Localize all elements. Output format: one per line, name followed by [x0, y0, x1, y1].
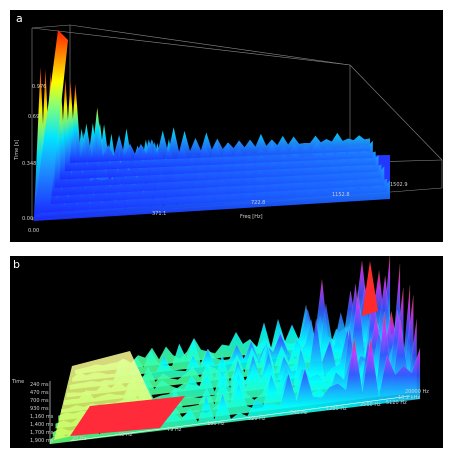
spectrogram-3d-a: Freq [Hz] Time [s] 0.00 371.1 722.8 1152…	[14, 24, 443, 234]
x-tick-b3: 160 Hz	[207, 421, 225, 427]
axis-line	[31, 24, 71, 29]
x-tick-b6: 1280 Hz	[326, 406, 347, 412]
y-tick-a3: 0.976	[32, 84, 46, 90]
panel-label: a	[16, 12, 23, 25]
x-tick-b4: 320 Hz	[248, 416, 266, 422]
axis-line	[69, 24, 351, 66]
x-tick-b7: 2560 Hz	[360, 402, 381, 408]
axes	[49, 381, 411, 444]
y-tick-b3: 930 ms	[30, 406, 49, 412]
chart-panel-a: a Freq [Hz] Time [s] 0.00 371.1 722.8 11…	[10, 10, 443, 242]
y-tick-b1: 470 ms	[30, 390, 49, 396]
x-tick-3: 1152.8	[332, 192, 350, 198]
x-axis-label: Freq [Hz]	[240, 214, 263, 220]
y-tick-b5: 1,400 ms	[30, 422, 54, 428]
x-tick-2: 722.8	[251, 200, 265, 206]
x-tick-b9: 10.2 kHz	[398, 395, 420, 401]
x-tick-b10: 20000 Hz	[405, 389, 429, 395]
spectrogram-3d-b: Time 240 ms 470 ms 700 ms 930 ms 1,160 m…	[11, 256, 429, 445]
y-axis-title: Time	[11, 379, 24, 385]
x-tick-b5: 640 Hz	[290, 410, 308, 416]
x-tick-b2: 79 Hz	[167, 427, 182, 433]
y-tick-a0: 0.00	[22, 216, 33, 222]
y-tick-b2: 700 ms	[30, 398, 49, 404]
y-axis-label: Time [s]	[14, 140, 20, 161]
x-tick-b8: 5120 Hz	[386, 400, 407, 406]
chart-panel-b: b Time 240 ms 470 ms 700 ms 930 ms 1,160…	[10, 256, 443, 448]
low-frequency-peak	[34, 30, 68, 215]
spectrum-peaks	[34, 30, 390, 221]
x-tick-b1: 40 Hz	[118, 432, 133, 438]
spectrum-row	[70, 83, 370, 163]
panel-label: b	[13, 258, 20, 271]
x-axis-line	[69, 395, 411, 442]
y-tick-0: 0.00	[28, 228, 39, 234]
y-tick-b0: 240 ms	[30, 382, 49, 388]
y-tick-b7: 1,900 ms	[30, 438, 54, 444]
x-tick-4: 1502.9	[390, 182, 408, 188]
y-tick-b6: 1,700 ms	[30, 430, 54, 436]
y-tick-a1: 0.348	[22, 161, 36, 167]
y-tick-a2: 0.697	[28, 114, 42, 120]
red-band	[70, 396, 185, 436]
axis-line	[31, 27, 351, 66]
axis-line	[349, 64, 443, 161]
x-tick-1: 371.1	[152, 211, 166, 217]
high-peak	[362, 261, 378, 316]
y-tick-b4: 1,160 ms	[30, 414, 54, 420]
spectrum-surface	[49, 256, 421, 445]
x-tick-b0: 20 Hz	[72, 436, 87, 442]
